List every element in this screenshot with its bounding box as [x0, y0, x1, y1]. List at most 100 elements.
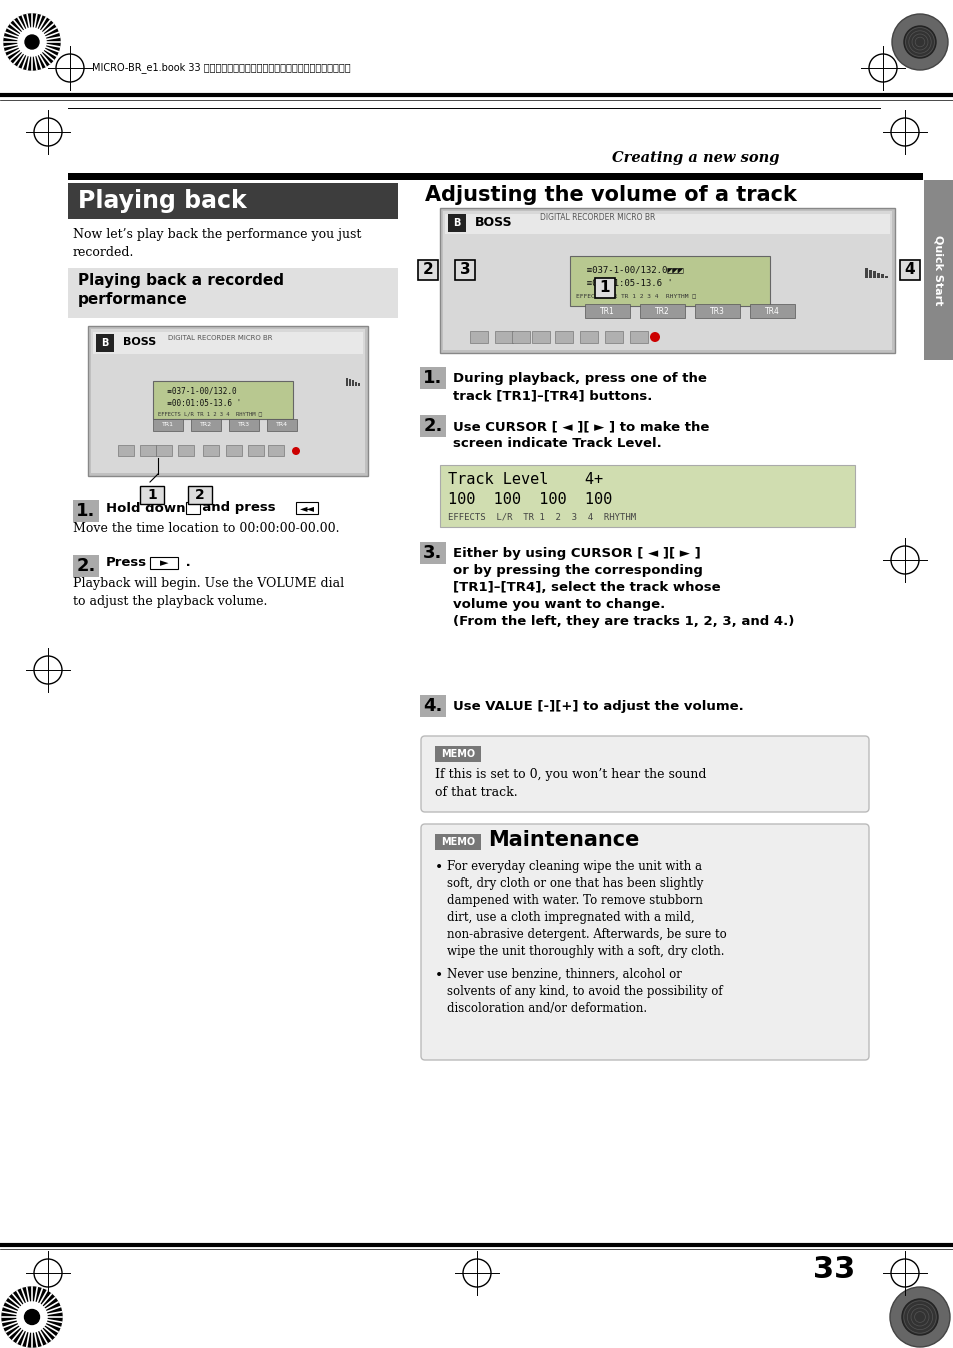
Bar — [140, 445, 156, 456]
Bar — [73, 500, 99, 522]
Bar — [152, 381, 293, 419]
Text: Quick Start: Quick Start — [933, 235, 943, 305]
Text: TR3: TR3 — [709, 306, 723, 315]
Bar — [267, 419, 296, 431]
Bar — [899, 260, 919, 280]
Text: BOSS: BOSS — [475, 216, 512, 229]
Bar — [419, 696, 446, 717]
Bar — [876, 272, 879, 278]
Text: TR1: TR1 — [162, 422, 173, 427]
Bar — [68, 183, 397, 218]
Text: If this is set to 0, you won’t hear the sound
of that track.: If this is set to 0, you won’t hear the … — [435, 768, 706, 798]
Bar — [188, 487, 212, 504]
Bar — [96, 334, 113, 352]
Text: EFFECTS L/R TR 1 2 3 4  RHYTHM □: EFFECTS L/R TR 1 2 3 4 RHYTHM □ — [576, 294, 696, 298]
Circle shape — [25, 35, 39, 49]
Text: 2.: 2. — [76, 557, 95, 576]
Bar — [872, 271, 875, 278]
Text: TR4: TR4 — [275, 422, 288, 427]
Bar — [248, 445, 264, 456]
Text: DIGITAL RECORDER MICRO BR: DIGITAL RECORDER MICRO BR — [539, 213, 655, 222]
Text: Playback will begin. Use the VOLUME dial
to adjust the playback volume.: Playback will begin. Use the VOLUME dial… — [73, 577, 344, 608]
Text: ◄◄: ◄◄ — [299, 503, 314, 514]
Text: and press: and press — [193, 501, 275, 515]
Text: Maintenance: Maintenance — [488, 830, 639, 851]
Bar — [435, 834, 480, 851]
Text: 2: 2 — [195, 488, 205, 501]
Text: B: B — [101, 338, 109, 348]
Bar — [186, 501, 200, 514]
Text: TR1: TR1 — [599, 306, 614, 315]
Bar — [512, 332, 530, 342]
Text: ≡00:01:05-13.6 ': ≡00:01:05-13.6 ' — [576, 279, 672, 287]
Text: ≡037-1-00/132.0: ≡037-1-00/132.0 — [158, 387, 236, 395]
Text: Press: Press — [106, 557, 147, 569]
Text: Use VALUE [-][+] to adjust the volume.: Use VALUE [-][+] to adjust the volume. — [453, 700, 743, 713]
Bar — [152, 419, 183, 431]
Bar — [73, 555, 99, 577]
Text: During playback, press one of the
track [TR1]–[TR4] buttons.: During playback, press one of the track … — [453, 372, 706, 402]
Circle shape — [901, 1299, 937, 1335]
Text: Creating a new song: Creating a new song — [612, 151, 780, 164]
Text: EFFECTS L/R TR 1 2 3 4  RHYTHM □: EFFECTS L/R TR 1 2 3 4 RHYTHM □ — [158, 411, 262, 417]
Circle shape — [2, 1287, 62, 1347]
Circle shape — [889, 1287, 949, 1347]
Bar — [579, 332, 598, 342]
Bar — [435, 745, 480, 762]
Text: Now let’s play back the performance you just
recorded.: Now let’s play back the performance you … — [73, 228, 361, 259]
Bar — [448, 214, 465, 232]
Text: TR4: TR4 — [763, 306, 779, 315]
Bar — [352, 380, 354, 386]
Bar — [150, 557, 178, 569]
Bar — [226, 445, 242, 456]
Bar — [140, 487, 164, 504]
Bar — [268, 445, 284, 456]
Bar — [864, 268, 867, 278]
Bar — [495, 332, 513, 342]
Text: 1.: 1. — [76, 501, 95, 520]
Text: B: B — [453, 218, 460, 228]
Circle shape — [649, 332, 659, 342]
Bar — [442, 212, 891, 350]
Text: ≡00:01:05-13.6 ': ≡00:01:05-13.6 ' — [158, 399, 241, 407]
Text: Playing back: Playing back — [78, 189, 247, 213]
Bar — [349, 379, 351, 386]
Bar — [639, 305, 684, 318]
Text: MICRO-BR_e1.book 33 ページ　２００６年８月１日　火曜日　午後１２時６分: MICRO-BR_e1.book 33 ページ ２００６年８月１日 火曜日 午後… — [91, 62, 351, 73]
Text: 4: 4 — [903, 263, 914, 278]
Circle shape — [25, 1309, 39, 1325]
Bar — [923, 181, 953, 360]
Text: MEMO: MEMO — [440, 749, 475, 759]
Bar — [417, 260, 437, 280]
Text: BOSS: BOSS — [123, 337, 156, 346]
Text: 2.: 2. — [423, 417, 442, 435]
Text: 4.: 4. — [423, 697, 442, 714]
Bar — [444, 214, 889, 235]
Bar — [68, 173, 923, 181]
FancyBboxPatch shape — [420, 736, 868, 811]
Text: 100  100  100  100: 100 100 100 100 — [448, 492, 612, 507]
Bar — [91, 329, 365, 473]
Bar — [355, 381, 356, 386]
Bar — [439, 208, 894, 353]
Bar — [88, 326, 368, 476]
Text: Adjusting the volume of a track: Adjusting the volume of a track — [424, 185, 796, 205]
Text: Never use benzine, thinners, alcohol or
solvents of any kind, to avoid the possi: Never use benzine, thinners, alcohol or … — [447, 968, 721, 1015]
Circle shape — [18, 28, 46, 57]
Text: ≡037-1-00/132.0◩◩◩: ≡037-1-00/132.0◩◩◩ — [576, 266, 682, 275]
Bar — [695, 305, 740, 318]
Bar — [584, 305, 629, 318]
Text: Hold down: Hold down — [106, 501, 185, 515]
Text: 3.: 3. — [423, 545, 442, 562]
Bar — [884, 275, 887, 278]
Bar — [295, 501, 317, 514]
Text: Use CURSOR [ ◄ ][ ► ] to make the
screen indicate Track Level.: Use CURSOR [ ◄ ][ ► ] to make the screen… — [453, 421, 709, 450]
Bar — [419, 367, 446, 390]
Bar — [749, 305, 794, 318]
Text: •: • — [435, 968, 443, 981]
Bar — [229, 419, 258, 431]
Text: TR2: TR2 — [200, 422, 212, 427]
Text: Playing back a recorded
performance: Playing back a recorded performance — [78, 274, 284, 307]
Circle shape — [4, 13, 60, 70]
Text: TR2: TR2 — [654, 306, 669, 315]
